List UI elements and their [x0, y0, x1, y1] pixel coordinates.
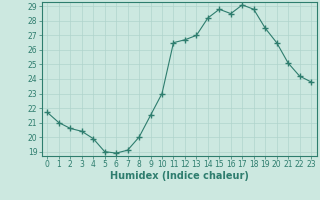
X-axis label: Humidex (Indice chaleur): Humidex (Indice chaleur)	[110, 171, 249, 181]
